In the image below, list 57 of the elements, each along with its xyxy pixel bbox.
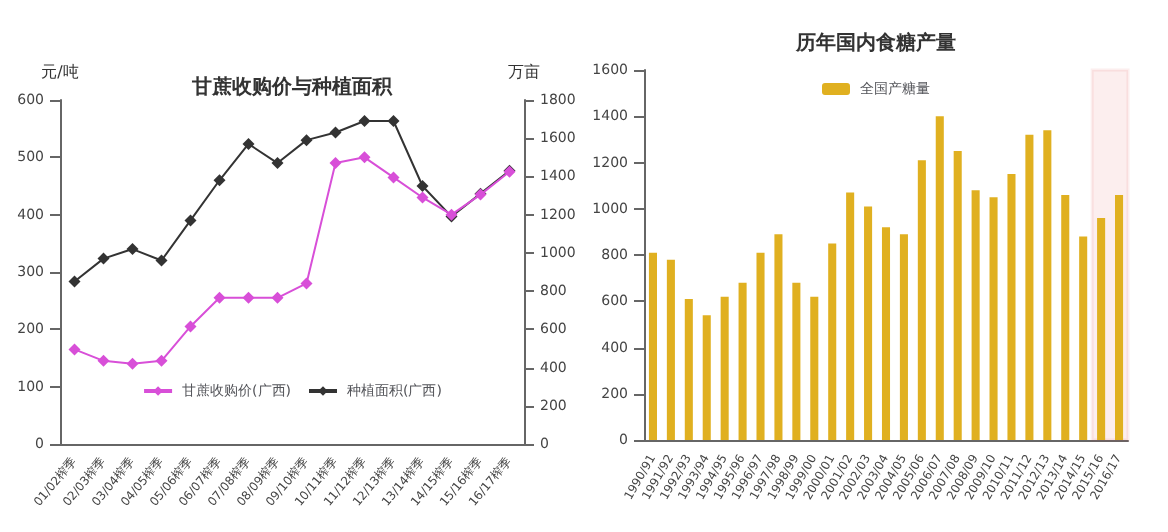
bar [684, 298, 693, 440]
point [97, 354, 110, 367]
point [329, 126, 342, 139]
point [329, 157, 342, 170]
bar [953, 150, 962, 440]
chart-title: 甘蔗收购价与种植面积 [190, 75, 394, 99]
point [97, 252, 110, 265]
bar [666, 259, 675, 440]
point [68, 275, 81, 288]
bar [864, 206, 873, 440]
bar [810, 296, 819, 440]
bar [917, 160, 926, 440]
point [242, 291, 255, 304]
point [155, 354, 168, 367]
point [358, 151, 371, 164]
bar [935, 116, 944, 440]
point [126, 243, 139, 256]
point [358, 115, 371, 128]
point [387, 115, 400, 128]
bar [792, 282, 801, 440]
point [184, 214, 197, 227]
bar [846, 192, 855, 440]
bar [881, 227, 891, 440]
point [300, 134, 313, 147]
bar [1115, 194, 1124, 440]
point [416, 191, 429, 204]
point [184, 320, 197, 333]
bar [1097, 218, 1106, 440]
point [416, 180, 429, 192]
point [68, 343, 81, 356]
bar [1061, 194, 1070, 440]
point [271, 157, 284, 170]
bar [702, 315, 711, 440]
point [271, 291, 284, 304]
point [242, 137, 255, 150]
chart-title: 历年国内食糖产量 [794, 31, 956, 55]
bar [971, 190, 980, 440]
bar [648, 252, 657, 440]
y-axis-title: 元/吨 [41, 63, 79, 81]
bar [899, 234, 908, 440]
bar [1007, 174, 1016, 440]
bar [720, 296, 729, 440]
bar [756, 252, 765, 440]
point [213, 174, 226, 187]
bar [1025, 134, 1034, 440]
bar [989, 197, 998, 440]
bar [738, 282, 747, 440]
y2-axis-title: 万亩 [508, 63, 540, 81]
bar [1043, 130, 1052, 440]
bar [828, 243, 837, 440]
point [387, 171, 400, 184]
bar [1079, 236, 1088, 440]
point [126, 357, 139, 370]
bar [774, 234, 783, 440]
point [213, 291, 226, 304]
point [300, 277, 313, 290]
point [155, 254, 168, 267]
